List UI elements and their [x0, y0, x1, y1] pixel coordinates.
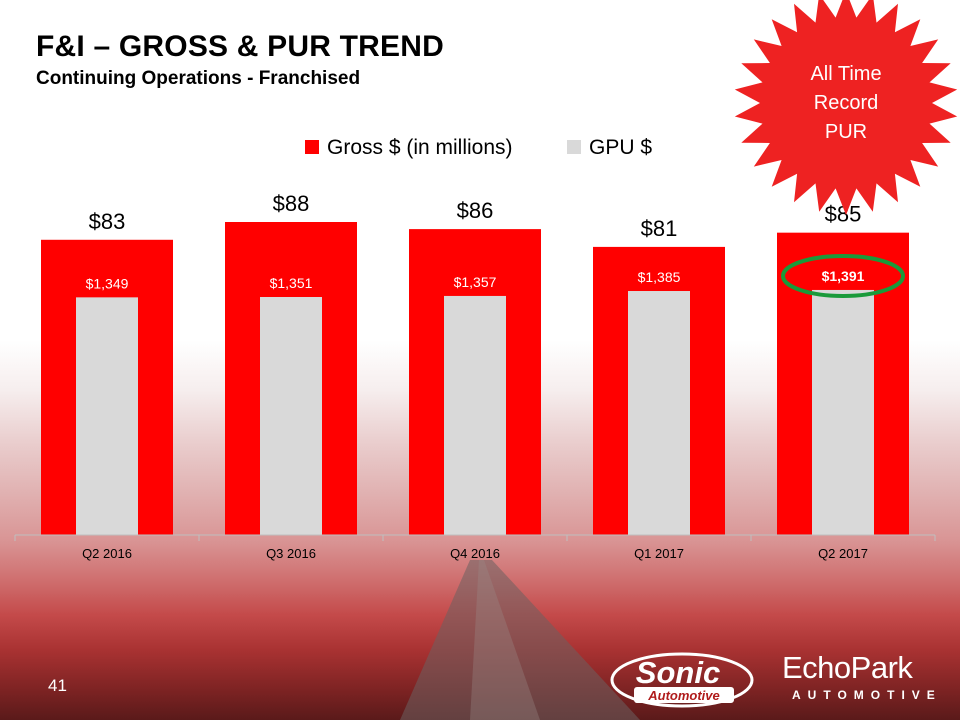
slide-subtitle: Continuing Operations - Franchised	[36, 68, 361, 89]
x-tick-label: Q2 2017	[818, 546, 868, 561]
gross-value-label: $86	[457, 198, 494, 223]
legend-label-gpu: GPU $	[589, 136, 652, 159]
gross-value-label: $85	[825, 202, 862, 227]
x-tick-label: Q1 2017	[634, 546, 684, 561]
data-labels: $83 $1,349 $88 $1,351 $86 $1,357 $81 $1,385 $85 $…	[86, 191, 905, 298]
x-tick-label: Q4 2016	[450, 546, 500, 561]
gpu-value-label: $1,391	[822, 268, 865, 284]
gpu-bar	[76, 297, 138, 535]
gpu-value-label: $1,349	[86, 275, 129, 291]
x-tick-label: Q2 2016	[82, 546, 132, 561]
gpu-value-label: $1,357	[454, 274, 497, 290]
gross-value-label: $83	[89, 209, 126, 234]
gpu-value-label: $1,385	[638, 269, 681, 285]
x-axis: Q2 2016 Q3 2016 Q4 2016 Q1 2017 Q2 2017	[14, 534, 936, 561]
gross-series	[41, 222, 909, 536]
gpu-series	[76, 289, 874, 535]
slide-title: F&I – GROSS & PUR TREND	[36, 30, 444, 63]
gpu-bar	[260, 297, 322, 535]
page-number: 41	[48, 676, 67, 695]
gpu-value-label: $1,351	[270, 275, 313, 291]
echopark-logo-word: EchoPark	[782, 650, 913, 685]
gpu-bar	[628, 291, 690, 535]
sonic-automotive-logo: Sonic Automotive	[610, 652, 754, 708]
x-tick-label: Q3 2016	[266, 546, 316, 561]
gross-value-label: $88	[273, 191, 310, 216]
gross-value-label: $81	[641, 216, 678, 241]
echopark-logo-sub: AUTOMOTIVE	[792, 688, 942, 702]
sonic-logo-sub: Automotive	[647, 688, 720, 703]
record-highlight-ellipse	[781, 253, 905, 298]
legend-swatch-gross	[305, 140, 319, 154]
gpu-bar	[444, 295, 506, 535]
echopark-logo: EchoPark AUTOMOTIVE	[782, 650, 942, 710]
legend-label-gross: Gross $ (in millions)	[327, 136, 513, 159]
sonic-logo-word: Sonic	[636, 655, 720, 690]
chart-legend: Gross $ (in millions) GPU $	[305, 136, 652, 159]
legend-swatch-gpu	[567, 140, 581, 154]
gpu-bar	[812, 289, 874, 535]
